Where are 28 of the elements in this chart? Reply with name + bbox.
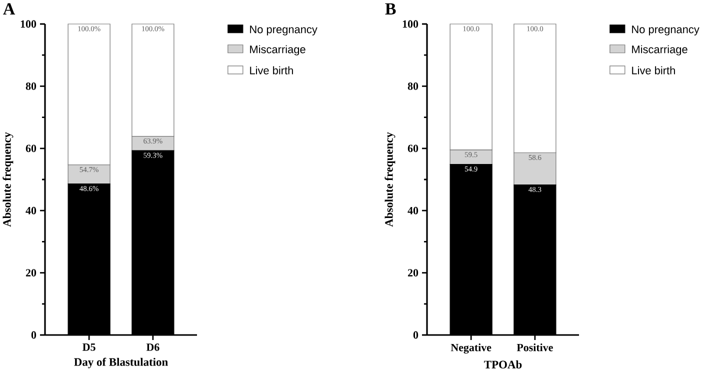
- legend-label: No pregnancy: [250, 26, 318, 36]
- y-tick-label: 100: [402, 20, 418, 28]
- x-tick-label: Positive: [516, 344, 553, 352]
- legend-label: Miscarriage: [632, 45, 688, 56]
- y-tick-label: 60: [408, 144, 418, 152]
- x-tick-label: D5: [82, 344, 96, 351]
- y-tick-label: 20: [26, 269, 36, 276]
- y-tick-label: 100: [20, 20, 36, 28]
- legend-label: Live birth: [250, 66, 293, 74]
- x-axis-title: Day of Blastulation: [74, 358, 168, 368]
- y-tick-label: 40: [26, 206, 36, 214]
- y-tick-label: 0: [31, 331, 36, 339]
- y-tick-label: 80: [26, 82, 36, 90]
- y-tick-label: 0: [413, 331, 418, 339]
- y-axis-title: Absolute frequency: [2, 132, 14, 227]
- y-tick-label: 40: [408, 206, 418, 214]
- y-axis-title: Absolute frequency: [384, 132, 396, 227]
- legend-label: Miscarriage: [250, 45, 306, 56]
- x-axis-title: TPOAb: [484, 360, 522, 368]
- y-tick-label: 80: [408, 82, 418, 90]
- chart-title: B: [385, 3, 396, 14]
- chart-title: A: [3, 3, 16, 14]
- legend-label: No pregnancy: [632, 26, 700, 36]
- y-tick-label: 20: [408, 269, 418, 276]
- legend-label: Live birth: [632, 66, 675, 74]
- y-tick-label: 60: [26, 144, 36, 152]
- x-tick-label: Negative: [450, 344, 492, 354]
- x-tick-label: D6: [146, 344, 160, 351]
